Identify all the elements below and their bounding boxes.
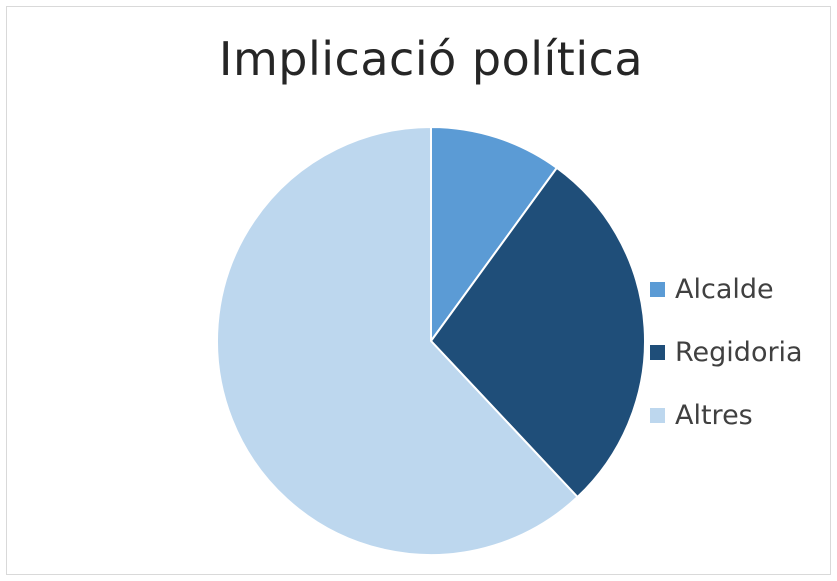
chart-title: Implicació política [218, 32, 644, 86]
pie-slice-altres [216, 126, 579, 556]
pie-slice-alcalde [430, 126, 558, 342]
legend: Alcalde Regidoria Altres [650, 258, 803, 447]
legend-swatch-altres [650, 408, 665, 423]
legend-label-alcalde: Alcalde [675, 274, 774, 305]
legend-item-alcalde: Alcalde [650, 258, 803, 321]
legend-swatch-alcalde [650, 282, 665, 297]
legend-swatch-regidoria [650, 345, 665, 360]
legend-label-altres: Altres [675, 400, 753, 431]
legend-item-regidoria: Regidoria [650, 321, 803, 384]
legend-label-regidoria: Regidoria [675, 337, 803, 368]
legend-item-altres: Altres [650, 384, 803, 447]
pie-slice-regidoria [430, 166, 646, 498]
